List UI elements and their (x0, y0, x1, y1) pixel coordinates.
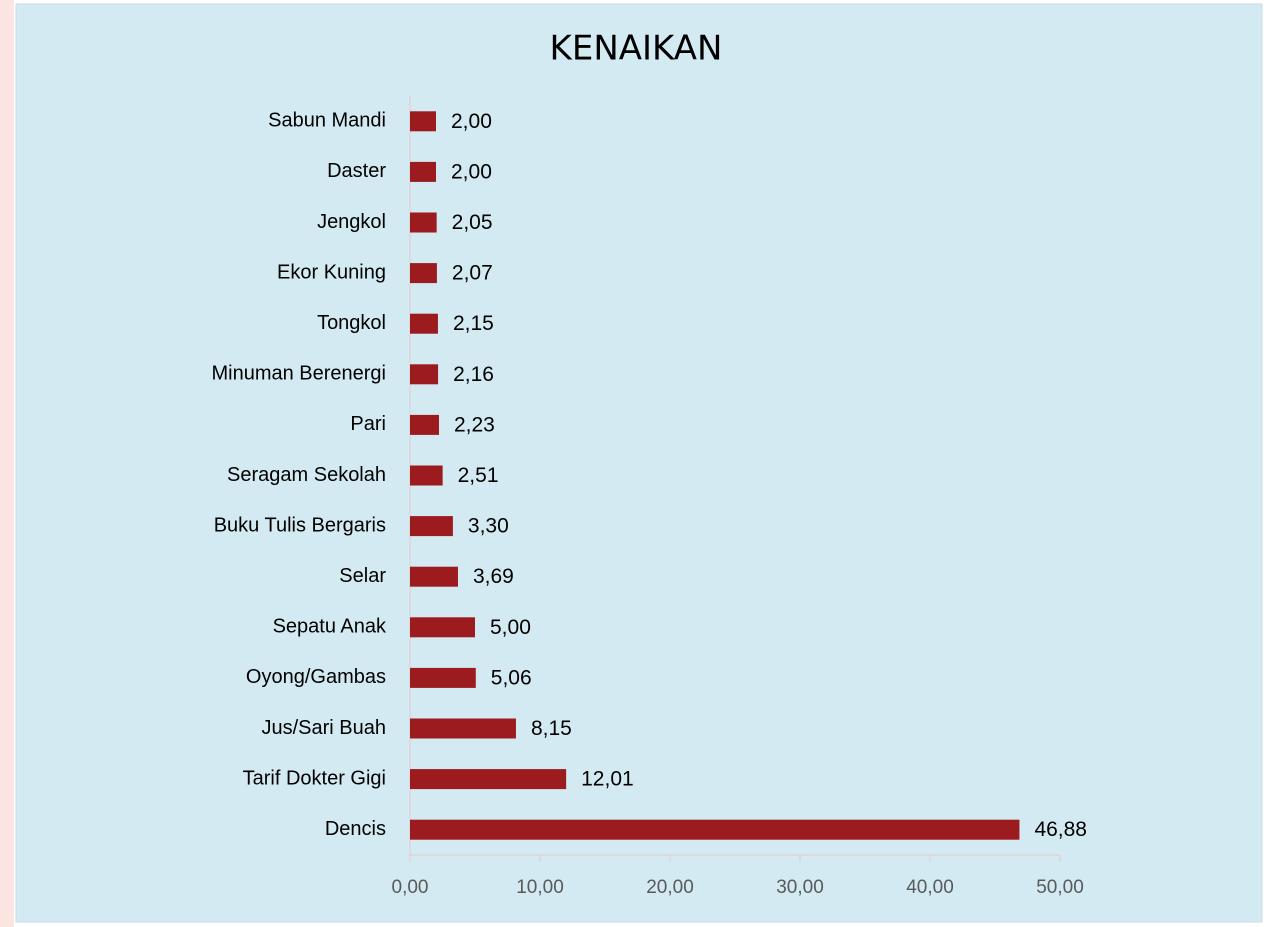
data-label: 2,16 (453, 363, 494, 386)
data-label: 5,06 (491, 666, 532, 689)
data-label: 8,15 (531, 717, 572, 740)
y-tick-label: Sepatu Anak (273, 616, 387, 638)
bar (410, 516, 453, 537)
y-tick-label: Selar (339, 565, 386, 587)
data-label: 3,69 (473, 565, 514, 588)
y-tick-label: Tongkol (317, 312, 386, 334)
data-label: 2,00 (451, 160, 492, 183)
data-label: 2,15 (453, 312, 494, 335)
y-tick-label: Jus/Sari Buah (261, 717, 386, 739)
bar (410, 667, 476, 688)
data-label: 2,23 (454, 413, 495, 436)
y-tick-label: Ekor Kuning (277, 261, 386, 283)
bar (410, 414, 439, 435)
bar (410, 566, 458, 587)
bar (410, 263, 437, 284)
data-label: 12,01 (581, 768, 634, 791)
bar (410, 718, 516, 739)
x-tick-label: 20,00 (646, 877, 694, 898)
x-tick-label: 10,00 (516, 877, 564, 898)
bar (410, 819, 1020, 840)
data-label: 2,00 (451, 110, 492, 133)
data-label: 3,30 (468, 515, 509, 538)
y-tick-label: Buku Tulis Bergaris (214, 514, 386, 536)
chart-title: KENAIKAN (550, 29, 723, 69)
y-tick-label: Tarif Dokter Gigi (243, 767, 386, 789)
y-tick-label: Daster (327, 160, 386, 182)
y-tick-label: Pari (350, 413, 386, 435)
side-strip (0, 0, 14, 927)
data-label: 2,05 (452, 211, 493, 234)
y-tick-label: Sabun Mandi (268, 110, 386, 132)
x-tick-label: 30,00 (776, 877, 824, 898)
bar (410, 161, 436, 182)
x-tick-label: 50,00 (1036, 877, 1084, 898)
bar (410, 212, 437, 233)
y-tick-label: Minuman Berenergi (211, 363, 386, 385)
data-label: 5,00 (490, 616, 531, 639)
y-tick-label: Dencis (325, 818, 386, 840)
x-tick-label: 40,00 (906, 877, 954, 898)
x-tick-label: 0,00 (392, 877, 429, 898)
bar (410, 769, 567, 790)
bar (410, 111, 436, 132)
chart-area (15, 3, 1263, 923)
y-tick-label: Seragam Sekolah (227, 464, 386, 486)
bar (410, 617, 475, 638)
data-label: 2,07 (452, 262, 493, 285)
bar (410, 364, 439, 385)
bar (410, 313, 438, 334)
data-label: 2,51 (458, 464, 499, 487)
y-tick-label: Oyong/Gambas (246, 666, 386, 688)
bar (410, 465, 443, 486)
y-tick-label: Jengkol (317, 211, 386, 233)
data-label: 46,88 (1034, 818, 1087, 841)
